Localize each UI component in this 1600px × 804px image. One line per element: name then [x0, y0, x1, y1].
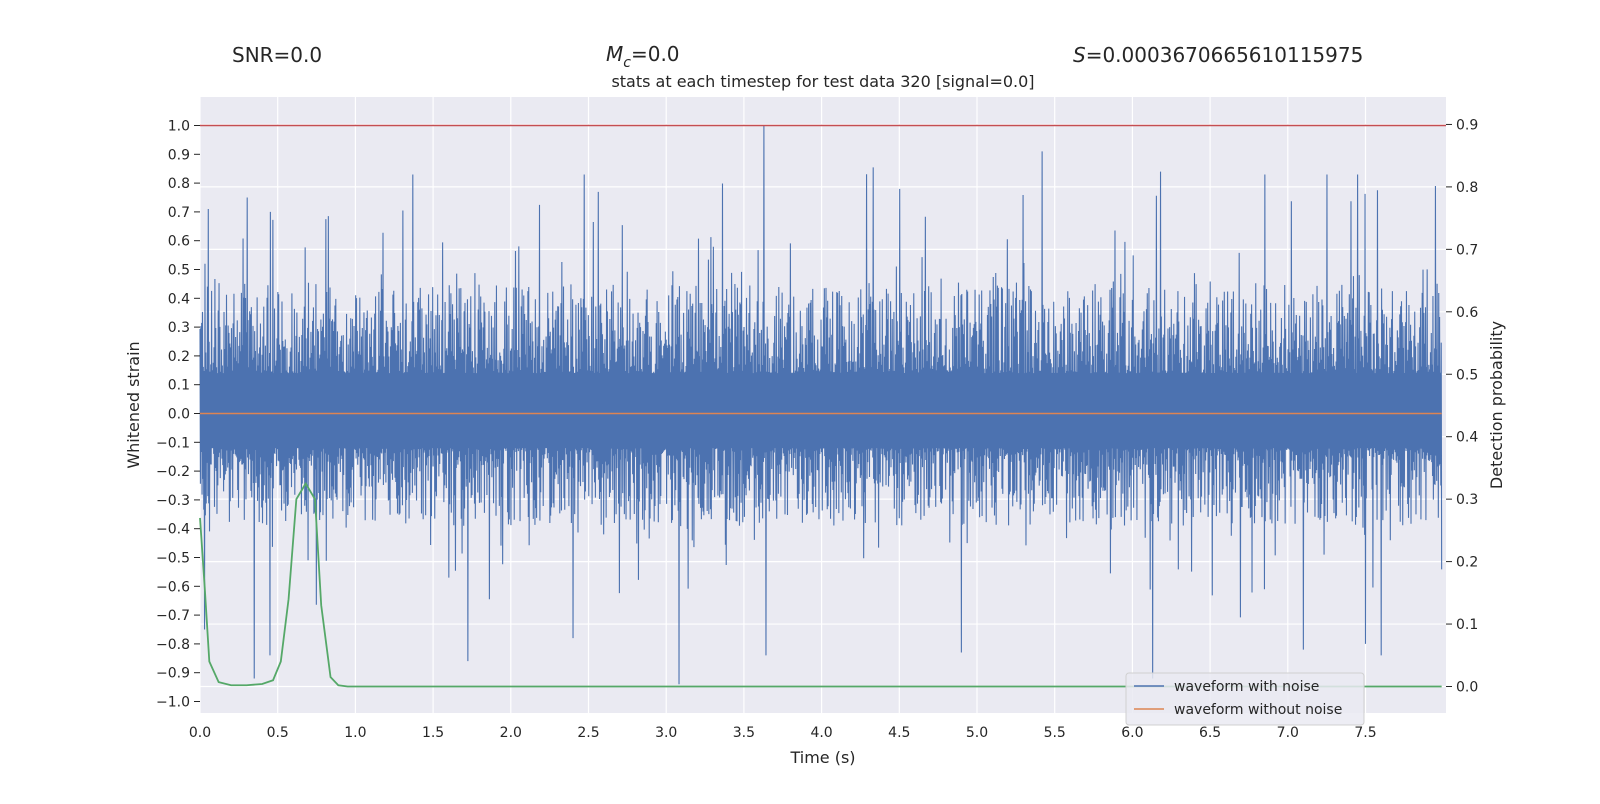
y2-tick-label: 0.1 — [1456, 617, 1478, 633]
y-tick-label: −0.5 — [156, 551, 190, 567]
y2-tick-label: 0.2 — [1456, 555, 1478, 571]
chart-title: stats at each timestep for test data 320… — [611, 72, 1034, 91]
plot-content — [199, 124, 1446, 688]
y-tick-label: −0.1 — [156, 435, 190, 451]
x-tick-label: 5.5 — [1044, 725, 1066, 741]
legend-label-clean: waveform without noise — [1174, 702, 1342, 718]
x-axis-ticks: 0.0 0.5 1.0 1.5 2.0 2.5 3.0 3.5 4.0 4.5 5.0 5.5 6.0 6… — [189, 725, 1377, 741]
s-stat-label: S=0.0003670665610115975 — [1073, 43, 1363, 67]
x-tick-label: 3.0 — [655, 725, 677, 741]
y2-tick-label: 0.7 — [1456, 242, 1478, 258]
y2-axis-label: Detection probability — [1487, 321, 1506, 489]
y-tick-label: 0.4 — [168, 291, 190, 307]
y-tick-label: 0.5 — [168, 263, 190, 279]
x-tick-label: 6.5 — [1199, 725, 1221, 741]
y2-tick-label: 0.3 — [1456, 492, 1478, 508]
legend-box — [1125, 672, 1365, 726]
x-tick-label: 0.5 — [267, 725, 289, 741]
y-tick-label: −0.9 — [156, 666, 190, 682]
x-tick-label: 4.0 — [810, 725, 832, 741]
y-axis-ticks: 1.0 0.9 0.8 0.7 0.6 0.5 0.4 0.3 0.2 0.1 0.0 −0.1 −0.… — [156, 119, 200, 711]
y-tick-label: 0.1 — [168, 378, 190, 394]
chirp-mass-value: =0.0 — [631, 42, 680, 66]
y-tick-label: 0.6 — [168, 234, 190, 250]
y-tick-label: 0.9 — [168, 147, 190, 163]
chirp-mass-symbol: M — [606, 42, 623, 66]
x-tick-label: 6.0 — [1121, 725, 1143, 741]
x-tick-label: 4.5 — [888, 725, 910, 741]
y-tick-label: −0.8 — [156, 637, 190, 653]
legend-label-noise: waveform with noise — [1174, 679, 1319, 695]
x-tick-label: 2.5 — [577, 725, 599, 741]
y2-tick-label: 0.9 — [1456, 117, 1478, 133]
y-tick-label: 0.8 — [168, 176, 190, 192]
snr-label: SNR=0.0 — [232, 43, 322, 67]
y2-tick-label: 0.8 — [1456, 180, 1478, 196]
x-tick-label: 1.0 — [344, 725, 366, 741]
y2-tick-label: 0.0 — [1456, 680, 1478, 696]
y-tick-label: −0.2 — [156, 464, 190, 480]
s-stat-symbol: S — [1073, 43, 1086, 67]
y-tick-label: 0.7 — [168, 205, 190, 221]
y-tick-label: −0.7 — [156, 608, 190, 624]
y-tick-label: −0.4 — [156, 522, 190, 538]
x-tick-label: 0.0 — [189, 725, 211, 741]
y2-tick-label: 0.4 — [1456, 430, 1478, 446]
y-tick-label: −1.0 — [156, 695, 190, 711]
x-axis-label: Time (s) — [789, 748, 855, 767]
chirp-mass-label: Mc=0.0 — [606, 42, 680, 71]
x-tick-label: 5.0 — [966, 725, 988, 741]
y-tick-label: 0.2 — [168, 349, 190, 365]
x-tick-label: 7.5 — [1354, 725, 1376, 741]
y2-axis-ticks: 0.9 0.8 0.7 0.6 0.5 0.4 0.3 0.2 0.1 0.0 — [1446, 117, 1478, 696]
chirp-mass-subscript: c — [623, 55, 631, 71]
x-tick-label: 2.0 — [500, 725, 522, 741]
x-tick-label: 1.5 — [422, 725, 444, 741]
series-detection-probability — [199, 481, 1442, 688]
y-tick-label: −0.6 — [156, 579, 190, 595]
y-tick-label: −0.3 — [156, 493, 190, 509]
y-axis-label: Whitened strain — [124, 341, 143, 468]
y2-tick-label: 0.5 — [1456, 367, 1478, 383]
series-waveform-with-noise — [199, 125, 1443, 685]
y2-tick-label: 0.6 — [1456, 305, 1478, 321]
y-tick-label: 0.0 — [168, 407, 190, 423]
s-stat-value: =0.0003670665610115975 — [1086, 43, 1364, 67]
x-tick-label: 7.0 — [1277, 725, 1299, 741]
x-tick-label: 3.5 — [733, 725, 755, 741]
y-tick-label: 0.3 — [168, 320, 190, 336]
y-tick-label: 1.0 — [168, 119, 190, 135]
legend: waveform with noise waveform without noi… — [1125, 672, 1365, 726]
